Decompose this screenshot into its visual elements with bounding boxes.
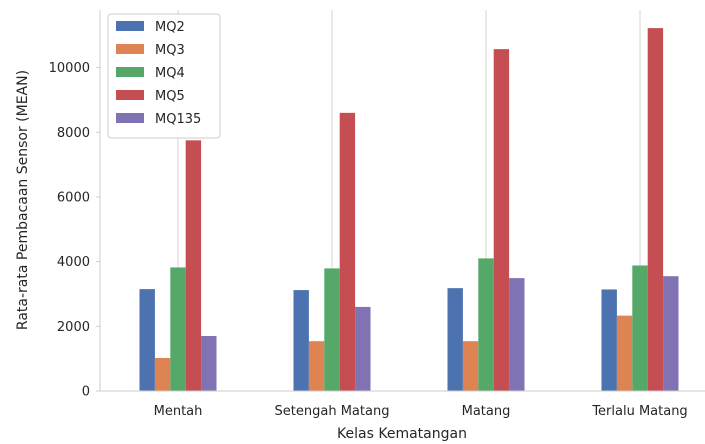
bar-mq3-terlalu-matang	[616, 315, 633, 391]
legend-swatch-mq5	[116, 90, 144, 100]
bar-mq5-mentah	[185, 140, 202, 391]
bar-mq3-matang	[462, 341, 479, 391]
bar-mq4-matang	[478, 258, 494, 391]
legend: MQ2 MQ3 MQ4 MQ5 MQ135	[107, 13, 221, 139]
legend-swatch-mq3	[116, 44, 144, 54]
legend-label-mq135: MQ135	[155, 112, 201, 127]
x-axis-label: Kelas Kematangan	[337, 426, 467, 442]
legend-label-mq4: MQ4	[155, 66, 185, 81]
bar-mq3-mentah	[154, 358, 171, 391]
bar-mq2-mentah	[139, 289, 155, 391]
legend-swatch-mq135	[116, 113, 144, 123]
legend-label-mq2: MQ2	[155, 20, 185, 35]
x-tick-label: Setengah Matang	[275, 404, 390, 419]
legend-label-mq3: MQ3	[155, 43, 185, 58]
y-axis-label: Rata-rata Pembacaan Sensor (MEAN)	[15, 70, 31, 330]
bar-mq4-mentah	[170, 267, 186, 391]
legend-swatch-mq4	[116, 67, 144, 77]
y-tick-label: 6000	[57, 190, 90, 205]
y-tick-labels: 0 2000 4000 6000 8000 10000	[49, 61, 100, 400]
bar-mq5-matang	[493, 49, 510, 391]
bar-mq5-setengah-matang	[339, 112, 356, 392]
axes	[99, 10, 705, 392]
bar-mq4-terlalu-matang	[632, 265, 648, 391]
x-tick-label: Terlalu Matang	[591, 404, 687, 419]
y-tick-label: 10000	[49, 61, 90, 76]
bar-mq135-setengah-matang	[355, 306, 371, 391]
y-tick-label: 0	[82, 385, 90, 400]
x-tick-label: Matang	[462, 404, 511, 419]
bar-mq5-terlalu-matang	[647, 28, 664, 391]
y-tick-label: 4000	[57, 255, 90, 270]
x-tick-labels: Mentah Setengah Matang Matang Terlalu Matan…	[154, 404, 688, 419]
bar-mq4-setengah-matang	[324, 268, 340, 391]
legend-label-mq5: MQ5	[155, 89, 185, 104]
bar-mq2-terlalu-matang	[601, 289, 617, 391]
x-tick-label: Mentah	[154, 404, 203, 419]
y-tick-label: 2000	[57, 320, 90, 335]
bars	[139, 28, 679, 392]
bar-mq2-setengah-matang	[293, 290, 309, 391]
bar-mq135-matang	[509, 278, 525, 391]
bar-mq135-mentah	[201, 336, 217, 391]
bar-mq135-terlalu-matang	[663, 276, 679, 391]
y-tick-label: 8000	[57, 126, 90, 141]
bar-mq3-setengah-matang	[308, 341, 325, 391]
legend-swatch-mq2	[116, 21, 144, 31]
bar-mq2-matang	[447, 288, 463, 391]
